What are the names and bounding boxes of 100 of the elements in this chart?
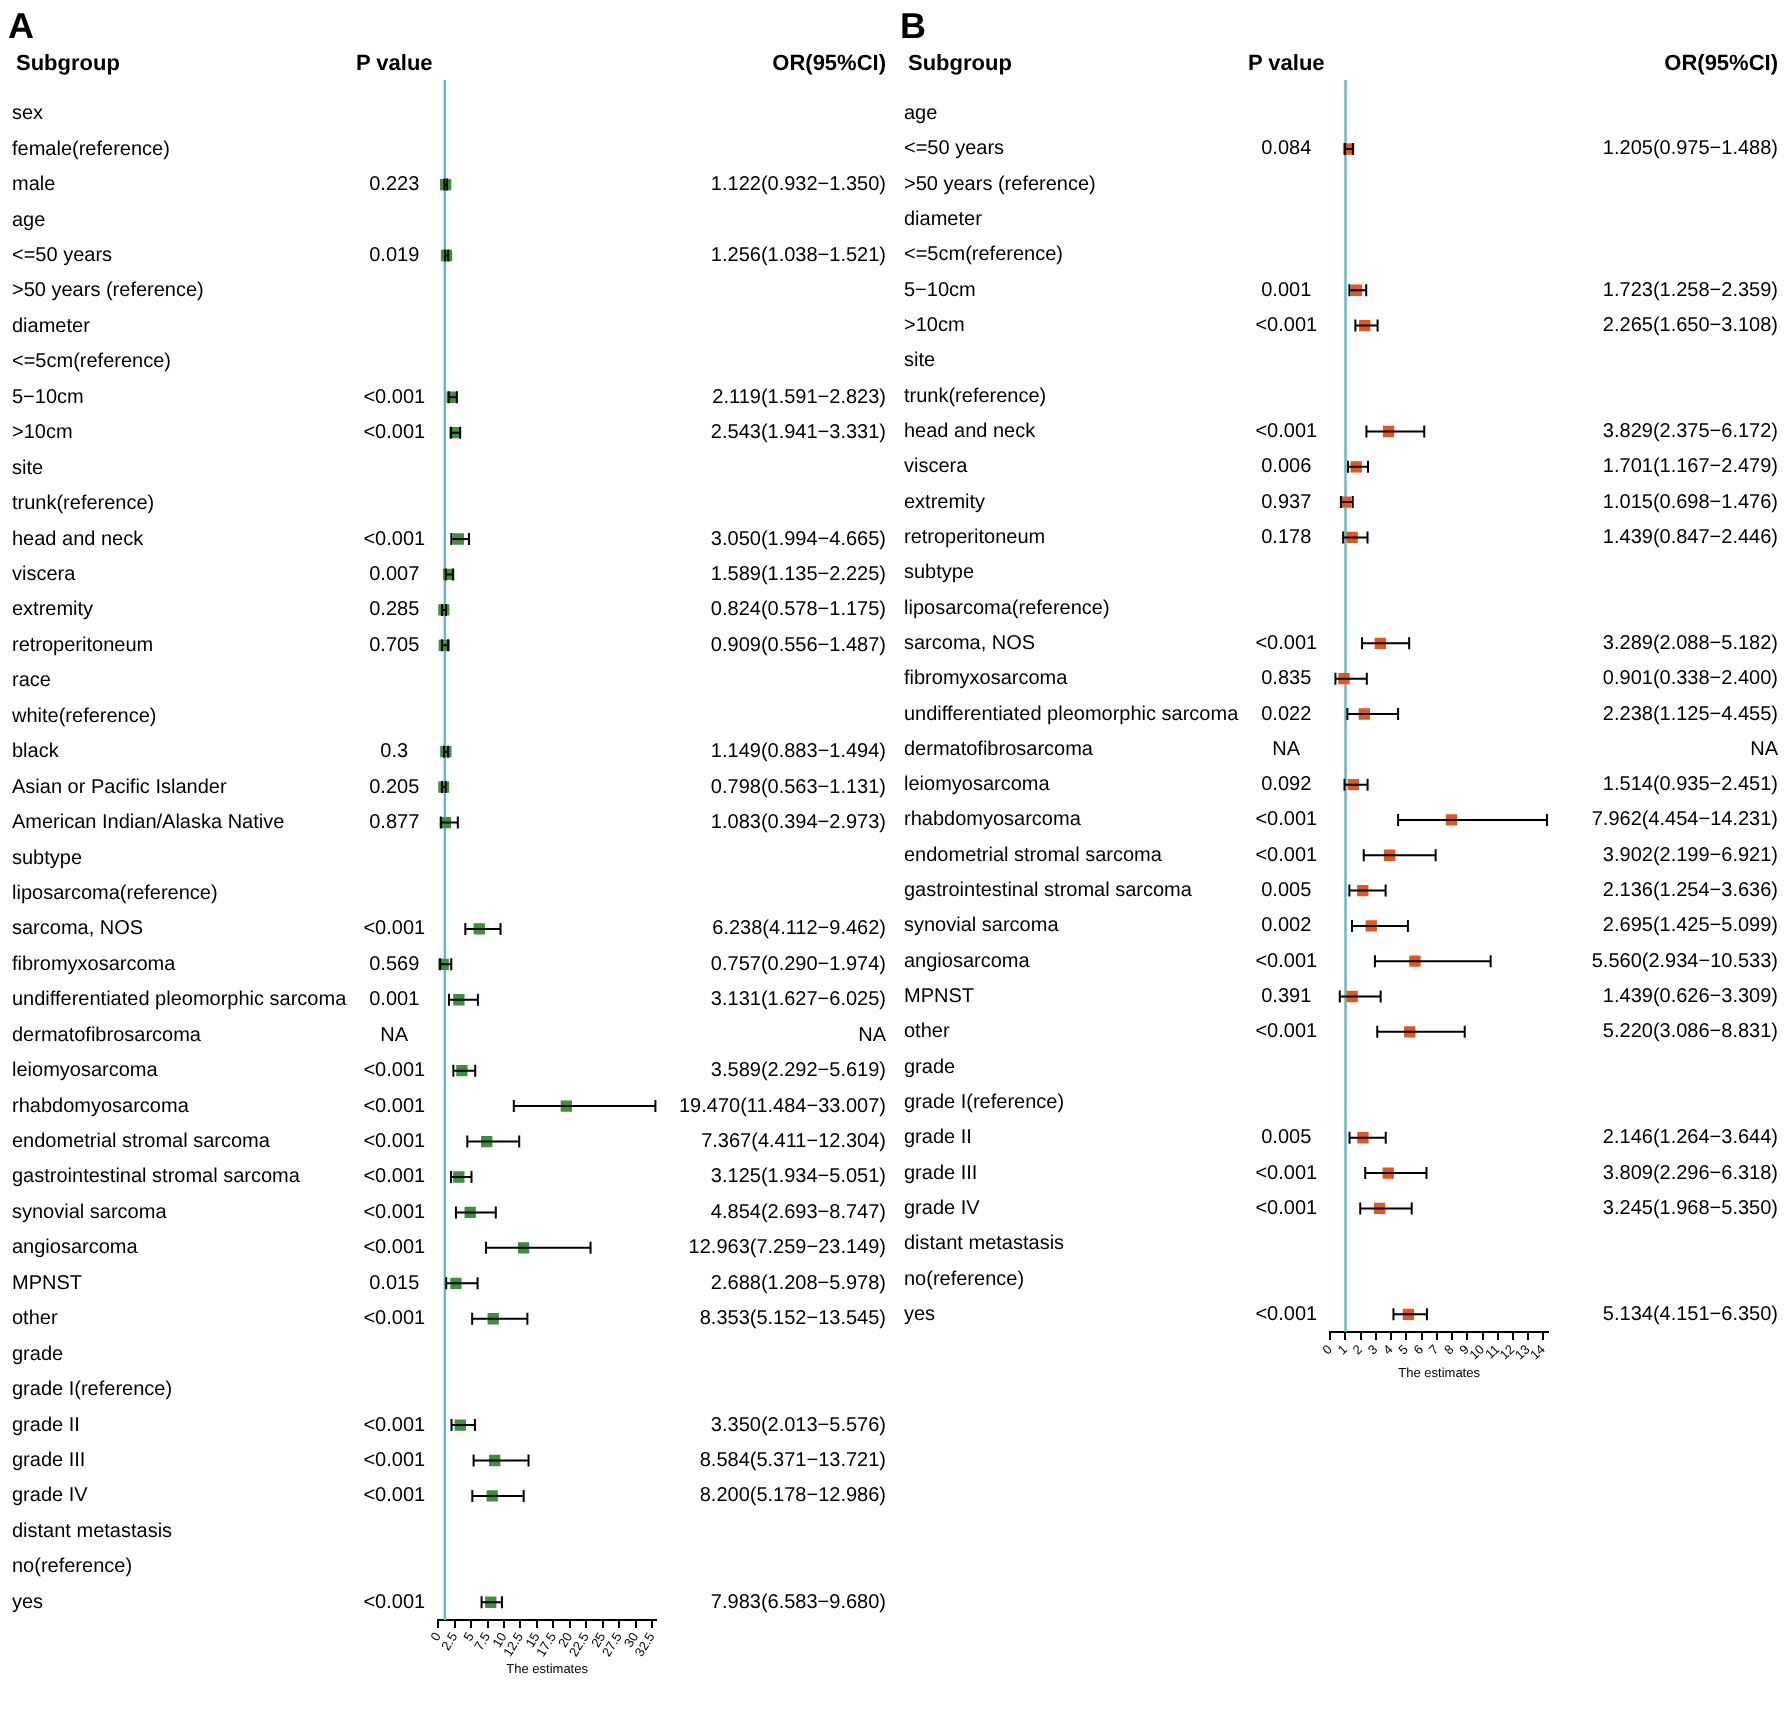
- text: <0.001: [363, 1060, 426, 1083]
- y-tick-label: <=5cm(reference): [904, 244, 1063, 267]
- text: 0.022: [1261, 703, 1313, 726]
- y-tick-label: <=5cm(reference): [12, 351, 171, 374]
- data-label: 3.289(2.088−5.182): [1602, 632, 1778, 655]
- y-tick-label: grade IV: [904, 1197, 981, 1220]
- text: <0.001: [363, 1201, 426, 1224]
- text: OR(95%CI): [772, 52, 887, 77]
- text: NA: [1750, 738, 1778, 761]
- text: NA: [1272, 738, 1301, 761]
- text: <0.001: [363, 528, 426, 551]
- y-tick-label: dermatofibrosarcoma: [904, 738, 1094, 761]
- text: 0.002: [1261, 915, 1313, 938]
- data-label: 6.238(4.112−9.462): [712, 918, 886, 941]
- data-label: 0.909(0.556−1.487): [710, 634, 886, 657]
- y-tick-label: undifferentiated pleomorphic sarcoma: [904, 703, 1240, 726]
- text: 0.705: [369, 634, 421, 657]
- text: <0.001: [1255, 1197, 1318, 1220]
- y-tick-label: synovial sarcoma: [12, 1201, 168, 1224]
- text: <0.001: [363, 1485, 426, 1508]
- text: 0.178: [1261, 526, 1313, 549]
- y-tick-label: >10cm: [904, 315, 965, 338]
- y-tick-label: synovial sarcoma: [904, 915, 1060, 938]
- y-tick-label: yes: [12, 1591, 44, 1614]
- data-label: 2.695(1.425−5.099): [1602, 915, 1778, 938]
- y-tick-label: head and neck: [904, 420, 1038, 443]
- y-tick-label: distant metastasis: [904, 1233, 1065, 1256]
- y-tick-label: viscera: [12, 563, 77, 586]
- data-label: 0.901(0.338−2.400): [1602, 668, 1778, 691]
- data-label: 1.256(1.038−1.521): [710, 244, 886, 267]
- data-label: 8.584(5.371−13.721): [699, 1450, 886, 1473]
- y-tick-label: diameter: [12, 315, 92, 338]
- y-tick-label: yes: [904, 1303, 936, 1326]
- text: NA: [858, 1024, 886, 1047]
- data-label: 1.149(0.883−1.494): [710, 741, 886, 764]
- text: <0.001: [363, 1237, 426, 1260]
- data-label: 1.122(0.932−1.350): [710, 174, 886, 197]
- y-tick-label: endometrial stromal sarcoma: [12, 1131, 271, 1154]
- text: 0.001: [1261, 279, 1313, 302]
- data-label: 8.200(5.178−12.986): [699, 1485, 886, 1508]
- y-tick-label: retroperitoneum: [904, 526, 1046, 549]
- data-label: 0.798(0.563−1.131): [710, 776, 886, 799]
- text: <0.001: [363, 422, 426, 445]
- data-label: 3.125(1.934−5.051): [710, 1166, 886, 1189]
- data-label: 1.701(1.167−2.479): [1602, 456, 1778, 479]
- text: <0.001: [363, 1095, 426, 1118]
- y-tick-label: site: [12, 457, 44, 480]
- y-tick-label: trunk(reference): [12, 493, 155, 516]
- y-tick-label: diameter: [904, 209, 984, 232]
- text: P value: [355, 52, 433, 77]
- text: 0.092: [1261, 774, 1313, 797]
- data-label: 1.083(0.394−2.973): [710, 812, 886, 835]
- y-tick-label: >50 years (reference): [12, 280, 204, 303]
- text: 0.223: [369, 174, 421, 197]
- y-tick-label: extremity: [904, 491, 986, 514]
- y-tick-label: grade IV: [12, 1485, 89, 1508]
- text: <0.001: [1255, 844, 1318, 867]
- y-tick-label: undifferentiated pleomorphic sarcoma: [12, 989, 348, 1012]
- data-label: 3.902(2.199−6.921): [1602, 844, 1778, 867]
- y-tick-label: grade: [904, 1056, 957, 1079]
- data-label: 12.963(7.259−23.149): [688, 1237, 886, 1260]
- y-tick-label: <=50 years: [904, 138, 1005, 161]
- y-tick-label: liposarcoma(reference): [12, 882, 218, 905]
- y-tick-label: 5−10cm: [904, 279, 976, 302]
- data-label: 1.205(0.975−1.488): [1602, 138, 1778, 161]
- data-label: 8.353(5.152−13.545): [699, 1308, 886, 1331]
- y-tick-label: extremity: [12, 599, 94, 622]
- text: <0.001: [1255, 1303, 1318, 1326]
- data-label: 1.439(0.626−3.309): [1602, 986, 1778, 1009]
- data-label: 3.131(1.627−6.025): [710, 989, 886, 1012]
- y-tick-label: age: [12, 209, 47, 232]
- text: 0.391: [1261, 986, 1313, 1009]
- text: 0.877: [369, 812, 421, 835]
- y-tick-label: age: [904, 103, 939, 126]
- data-label: 3.829(2.375−6.172): [1602, 420, 1778, 443]
- data-label: 2.119(1.591−2.823): [712, 386, 886, 409]
- y-tick-label: >10cm: [12, 422, 73, 445]
- y-tick-label: gastrointestinal stromal sarcoma: [904, 880, 1193, 903]
- text: 0.005: [1261, 1127, 1313, 1150]
- data-label: 2.688(1.208−5.978): [710, 1272, 886, 1295]
- y-tick-label: female(reference): [12, 138, 170, 161]
- y-tick-label: site: [904, 350, 936, 373]
- y-tick-label: grade I(reference): [904, 1091, 1065, 1114]
- data-label: 2.543(1.941−3.331): [710, 422, 886, 445]
- y-tick-label: Asian or Pacific Islander: [12, 776, 228, 799]
- text: A: [8, 5, 34, 46]
- data-label: 3.589(2.292−5.619): [710, 1060, 886, 1083]
- text: <0.001: [363, 1308, 426, 1331]
- data-label: 3.245(1.968−5.350): [1602, 1197, 1778, 1220]
- y-tick-label: rhabdomyosarcoma: [12, 1095, 190, 1118]
- y-tick-label: grade II: [904, 1127, 972, 1150]
- text: <0.001: [363, 1414, 426, 1437]
- text: <0.001: [1255, 950, 1318, 973]
- y-tick-label: leiomyosarcoma: [12, 1060, 159, 1083]
- y-tick-label: angiosarcoma: [12, 1237, 139, 1260]
- text: <0.001: [1255, 632, 1318, 655]
- text: 0.3: [380, 741, 410, 764]
- text: <0.001: [363, 1591, 426, 1614]
- data-label: 2.146(1.264−3.644): [1602, 1127, 1778, 1150]
- text: Subgroup: [908, 52, 1013, 77]
